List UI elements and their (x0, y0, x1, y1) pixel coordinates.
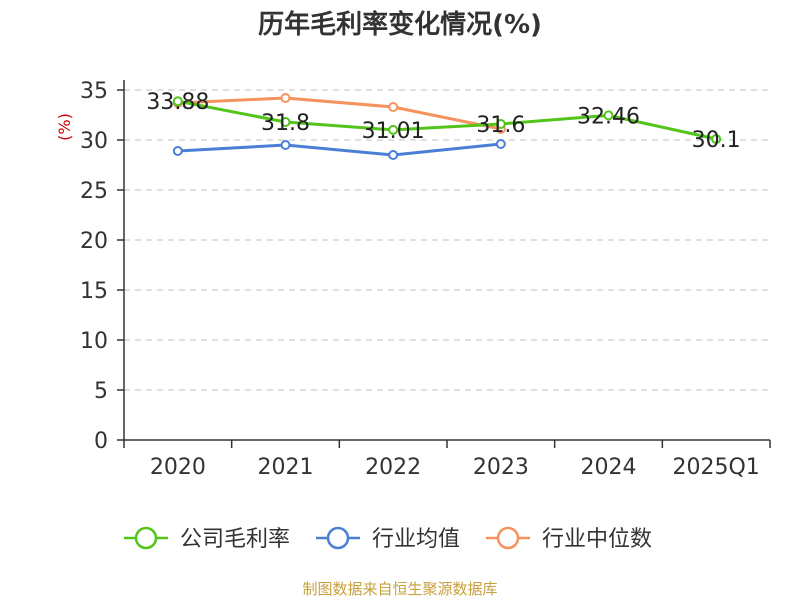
x-tick-label-2024: 2024 (581, 455, 637, 480)
y-tick-label-20: 20 (80, 229, 108, 254)
series-1 (172, 139, 506, 160)
y-tick-label-5: 5 (94, 379, 108, 404)
legend-item-0: 公司毛利率 (124, 526, 290, 552)
gridlines (124, 89, 770, 391)
point-0-1 (280, 117, 291, 127)
data-label-2: 31.01 (362, 119, 425, 144)
y-tick-label-15: 15 (80, 279, 108, 304)
series-line-2 (177, 96, 502, 131)
point-1-1 (280, 140, 291, 150)
point-1-0 (172, 146, 183, 156)
series-line-0 (177, 99, 717, 141)
y-axis-label: (%) (55, 113, 74, 141)
legend-marker-0 (134, 526, 158, 550)
point-1-3 (495, 139, 506, 149)
legend-item-2: 行业中位数 (486, 526, 652, 552)
point-0-4 (603, 110, 614, 121)
source-note: 制图数据来自恒生聚源数据库 (302, 580, 497, 598)
legend-label-2: 行业中位数 (542, 527, 652, 552)
point-0-2 (388, 124, 399, 135)
x-tick-label-2025Q1: 2025Q1 (673, 455, 760, 480)
axes (117, 80, 771, 448)
x-tick-labels: 2020 2021 2022 2023 2024 2025Q1 (150, 455, 760, 480)
legend-marker-2 (496, 526, 520, 550)
data-label-0: 33.88 (146, 90, 209, 115)
series-line-1 (177, 142, 501, 157)
data-label-5: 30.1 (692, 128, 741, 153)
chart-title: 历年毛利率变化情况(%) (258, 9, 542, 40)
y-tick-labels: 0 5 10 15 20 25 30 35 (80, 79, 108, 454)
legend: 公司毛利率 行业均值 行业中位数 (124, 526, 652, 552)
x-tick-label-2020: 2020 (150, 455, 206, 480)
data-label-1: 31.8 (261, 111, 310, 136)
point-2-1 (280, 93, 291, 103)
data-labels: 33.88 31.8 31.01 31.6 32.46 30.1 (146, 90, 740, 153)
point-2-2 (388, 102, 399, 112)
legend-item-1: 行业均值 (316, 526, 460, 552)
y-tick-label-35: 35 (80, 79, 108, 104)
y-tick-label-0: 0 (94, 429, 108, 454)
y-tick-label-25: 25 (80, 179, 108, 204)
x-tick-label-2023: 2023 (473, 455, 529, 480)
data-label-3: 31.6 (476, 113, 525, 138)
x-tick-label-2022: 2022 (365, 455, 421, 480)
series-group (172, 93, 722, 160)
point-0-3 (495, 119, 506, 129)
point-0-5 (711, 134, 722, 144)
legend-marker-1 (326, 526, 350, 550)
point-1-2 (388, 150, 399, 160)
y-tick-label-10: 10 (80, 329, 108, 354)
legend-label-0: 公司毛利率 (180, 527, 290, 552)
x-tick-label-2021: 2021 (258, 455, 314, 480)
data-label-4: 32.46 (577, 104, 640, 129)
y-tick-label-30: 30 (80, 129, 108, 154)
legend-label-1: 行业均值 (372, 527, 460, 552)
point-0-0 (172, 96, 183, 107)
series-0 (172, 96, 722, 144)
